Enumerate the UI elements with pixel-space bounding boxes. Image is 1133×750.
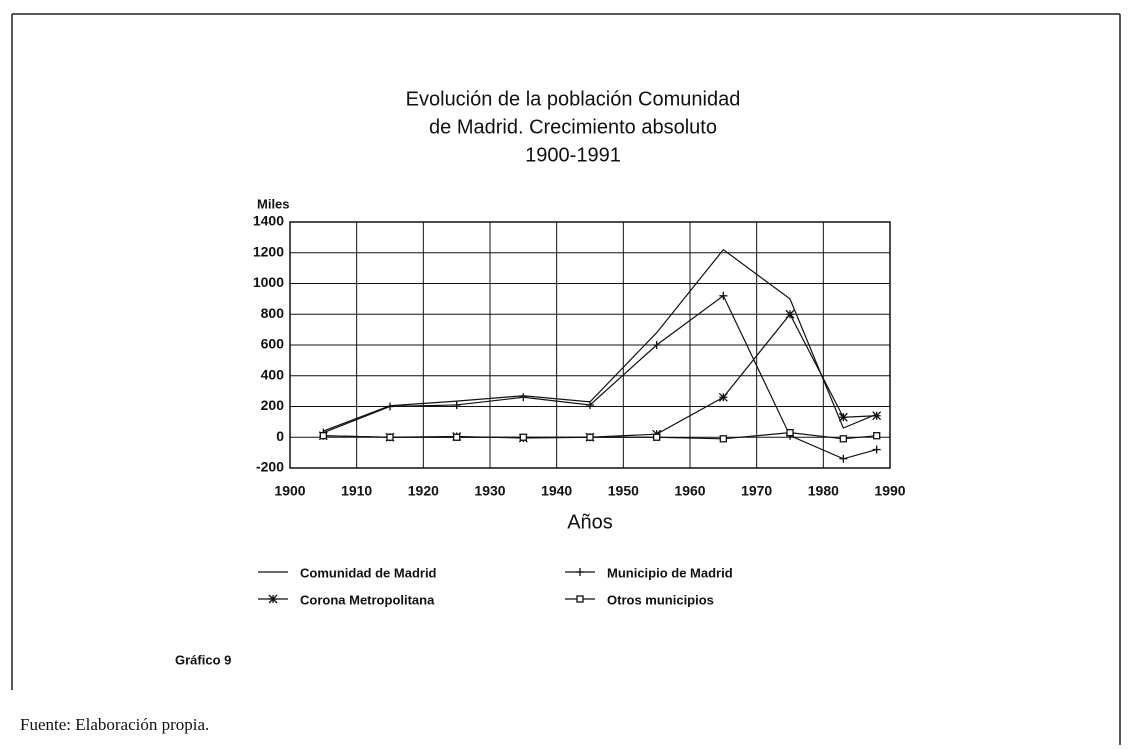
y-tick-label: 0 (276, 428, 284, 444)
x-tick-label: 1910 (341, 483, 372, 499)
x-tick-label: 1940 (541, 483, 572, 499)
marker (872, 411, 882, 421)
series-line (323, 248, 877, 432)
marker (519, 433, 527, 441)
x-tick-label: 1920 (408, 483, 439, 499)
y-axis-label: Miles (257, 196, 290, 211)
y-tick-label: 1200 (253, 243, 284, 259)
marker (519, 393, 528, 402)
marker (785, 309, 795, 319)
marker (268, 594, 278, 604)
y-tick-label: 200 (261, 397, 285, 413)
legend-label: Municipio de Madrid (607, 565, 733, 580)
y-tick-label: 1000 (253, 274, 284, 290)
marker (386, 402, 394, 411)
marker (838, 412, 848, 422)
legend-label: Comunidad de Madrid (300, 565, 437, 580)
y-tick-label: -200 (256, 459, 284, 475)
marker (839, 435, 847, 443)
marker (719, 435, 727, 443)
marker (586, 400, 594, 409)
x-tick-label: 1950 (608, 483, 639, 499)
marker (452, 400, 461, 409)
caption: Gráfico 9 (175, 652, 231, 667)
marker (576, 595, 584, 603)
y-tick-label: 600 (261, 336, 285, 352)
y-tick-label: 400 (261, 366, 285, 382)
marker (718, 392, 728, 402)
marker (319, 432, 327, 440)
marker (576, 568, 584, 576)
series-line (323, 294, 877, 460)
legend-label: Otros municipios (607, 592, 714, 607)
y-tick-label: 1400 (253, 213, 284, 229)
series-line (323, 432, 877, 440)
marker (653, 433, 661, 441)
y-tick-label: 800 (261, 305, 285, 321)
marker (719, 291, 728, 300)
title-line: 1900-1991 (525, 144, 621, 166)
x-tick-label: 1900 (274, 483, 305, 499)
marker (873, 432, 881, 440)
x-axis-label: Años (567, 511, 613, 533)
marker (652, 341, 661, 349)
marker (386, 433, 394, 441)
frame (11, 13, 1121, 745)
source: Fuente: Elaboración propia. (20, 715, 209, 734)
x-tick-label: 1930 (474, 483, 505, 499)
marker (453, 433, 461, 441)
x-tick-label: 1990 (874, 483, 905, 499)
x-tick-label: 1970 (741, 483, 772, 499)
x-tick-label: 1960 (674, 483, 705, 499)
marker (786, 428, 794, 437)
marker (586, 433, 594, 441)
marker (872, 445, 881, 454)
legend-label: Corona Metropolitana (300, 592, 435, 607)
x-tick-label: 1980 (808, 483, 839, 499)
title-line: de Madrid. Crecimiento absoluto (429, 116, 717, 138)
title-line: Evolución de la población Comunidad (406, 88, 741, 110)
marker (839, 454, 848, 463)
